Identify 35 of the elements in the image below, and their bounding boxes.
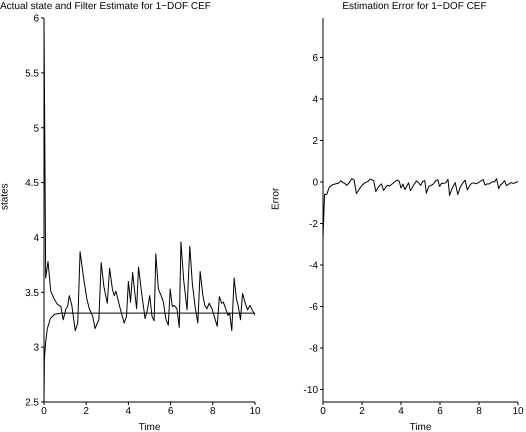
y-tick-label: 3 bbox=[33, 342, 40, 354]
x-tick-label: 2 bbox=[83, 406, 90, 418]
y-tick-label: 3.5 bbox=[25, 288, 40, 299]
y-tick-label: 4 bbox=[312, 94, 318, 106]
x-tick-label: 4 bbox=[126, 406, 132, 418]
y-tick-label: 0 bbox=[312, 178, 318, 189]
x-axis-title: Time bbox=[138, 422, 161, 432]
y-tick-label: 4 bbox=[33, 232, 40, 244]
y-tick-label: -4 bbox=[309, 260, 318, 272]
x-axis-title: Time bbox=[410, 422, 432, 432]
y-tick-label: -6 bbox=[309, 302, 318, 314]
y-axis-title: states bbox=[0, 183, 11, 210]
y-tick-label: 6 bbox=[33, 14, 40, 25]
chart-title: Actual state and Filter Estimate for 1−DOF CEF bbox=[0, 1, 212, 12]
chart-title: Estimation Error for 1−DOF CEF bbox=[341, 1, 488, 12]
y-tick-label: 5 bbox=[33, 123, 40, 134]
x-tick-label: 6 bbox=[168, 406, 174, 418]
x-tick-label: 10 bbox=[512, 406, 524, 418]
x-tick-label: 8 bbox=[476, 406, 482, 418]
y-axis-title: Error bbox=[270, 187, 282, 210]
y-tick-label: -2 bbox=[309, 219, 318, 230]
x-tick-label: 4 bbox=[398, 406, 404, 418]
y-tick-label: -8 bbox=[309, 344, 318, 355]
x-tick-label: 2 bbox=[359, 406, 366, 418]
x-tick-label: 0 bbox=[41, 406, 48, 418]
y-tick-label: 5.5 bbox=[25, 68, 40, 80]
y-tick-label: 2.5 bbox=[25, 398, 40, 409]
x-tick-label: 0 bbox=[320, 406, 326, 418]
y-tick-label: 4.5 bbox=[25, 178, 40, 190]
y-tick-label: 2 bbox=[312, 136, 318, 148]
x-tick-label: 6 bbox=[437, 406, 444, 418]
x-tick-label: 8 bbox=[210, 406, 216, 418]
x-tick-label: 10 bbox=[249, 406, 261, 418]
y-tick-label: -10 bbox=[304, 385, 318, 396]
y-tick-label: 6 bbox=[312, 52, 318, 64]
